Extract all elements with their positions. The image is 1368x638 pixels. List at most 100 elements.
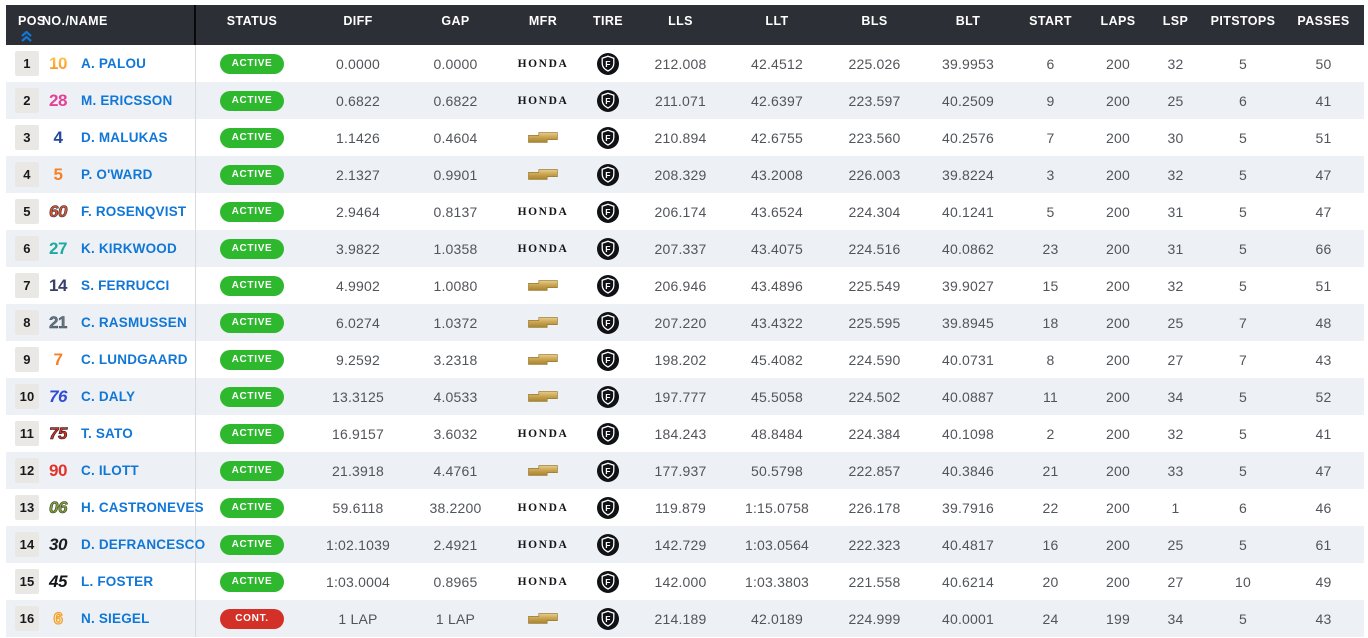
chevrolet-logo-icon bbox=[528, 169, 558, 180]
table-row[interactable]: 11 75 T. SATO ACTIVE 16.9157 3.6032 HOND… bbox=[6, 415, 1364, 452]
driver-name-link[interactable]: F. ROSENQVIST bbox=[81, 204, 187, 219]
table-row[interactable]: 15 45 L. FOSTER ACTIVE 1:03.0004 0.8965 … bbox=[6, 563, 1364, 600]
column-header-status[interactable]: STATUS bbox=[226, 14, 278, 28]
blt-value: 40.2576 bbox=[941, 129, 994, 146]
sort-ascending-icon[interactable] bbox=[20, 31, 33, 42]
table-row[interactable]: 7 14 S. FERRUCCI ACTIVE 4.9902 1.0080 F … bbox=[6, 267, 1364, 304]
timing-table: POS NO./NAME STATUS DIFF GAP MFR TIRE LL… bbox=[6, 5, 1364, 637]
table-row[interactable]: 1 10 A. PALOU ACTIVE 0.0000 0.0000 HONDA… bbox=[6, 45, 1364, 82]
table-row[interactable]: 4 5 P. O'WARD ACTIVE 2.1327 0.9901 F 208… bbox=[6, 156, 1364, 193]
table-row[interactable]: 8 21 C. RASMUSSEN ACTIVE 6.0274 1.0372 F… bbox=[6, 304, 1364, 341]
column-header-llt[interactable]: LLT bbox=[765, 14, 789, 28]
gap-value: 1.0372 bbox=[433, 314, 478, 331]
lls-value: 184.243 bbox=[654, 425, 707, 442]
blt-value: 39.8224 bbox=[941, 166, 994, 183]
column-header-laps[interactable]: LAPS bbox=[1100, 14, 1136, 28]
table-row[interactable]: 16 6 N. SIEGEL CONT. 1 LAP 1 LAP F 214.1… bbox=[6, 600, 1364, 637]
driver-name-link[interactable]: S. FERRUCCI bbox=[81, 278, 170, 293]
lsp-value: 32 bbox=[1167, 277, 1184, 294]
status-badge: ACTIVE bbox=[220, 90, 284, 111]
column-header-start[interactable]: START bbox=[1029, 14, 1072, 28]
position-badge: 2 bbox=[15, 88, 39, 113]
column-header-bls[interactable]: BLS bbox=[861, 14, 888, 28]
lsp-value: 32 bbox=[1167, 425, 1184, 442]
position-badge: 6 bbox=[15, 236, 39, 261]
column-header-lsp[interactable]: LSP bbox=[1162, 14, 1189, 28]
blt-value: 40.0862 bbox=[941, 240, 994, 257]
table-row[interactable]: 3 4 D. MALUKAS ACTIVE 1.1426 0.4604 F 21… bbox=[6, 119, 1364, 156]
column-header-tire[interactable]: TIRE bbox=[592, 14, 624, 28]
table-row[interactable]: 13 06 H. CASTRONEVES ACTIVE 59.6118 38.2… bbox=[6, 489, 1364, 526]
driver-name-link[interactable]: P. O'WARD bbox=[81, 167, 153, 182]
position-badge: 3 bbox=[15, 125, 39, 150]
manufacturer-cell bbox=[503, 317, 583, 328]
bls-value: 226.178 bbox=[848, 499, 901, 516]
chevrolet-logo-icon bbox=[528, 391, 558, 402]
column-header-passes[interactable]: PASSES bbox=[1297, 14, 1350, 28]
start-value: 15 bbox=[1042, 277, 1059, 294]
lls-value: 142.729 bbox=[654, 536, 707, 553]
driver-name-link[interactable]: H. CASTRONEVES bbox=[81, 500, 204, 515]
llt-value: 48.8484 bbox=[750, 425, 803, 442]
bls-value: 224.304 bbox=[848, 203, 901, 220]
table-row[interactable]: 9 7 C. LUNDGAARD ACTIVE 9.2592 3.2318 F … bbox=[6, 341, 1364, 378]
gap-value: 0.6822 bbox=[433, 92, 478, 109]
bls-value: 224.502 bbox=[848, 388, 901, 405]
lsp-value: 25 bbox=[1167, 314, 1184, 331]
pitstops-value: 5 bbox=[1239, 55, 1247, 72]
driver-name-link[interactable]: L. FOSTER bbox=[81, 574, 154, 589]
llt-value: 43.4075 bbox=[750, 240, 803, 257]
table-row[interactable]: 14 30 D. DEFRANCESCO ACTIVE 1:02.1039 2.… bbox=[6, 526, 1364, 563]
table-row[interactable]: 2 28 M. ERICSSON ACTIVE 0.6822 0.6822 HO… bbox=[6, 82, 1364, 119]
table-row[interactable]: 12 90 C. ILOTT ACTIVE 21.3918 4.4761 F 1… bbox=[6, 452, 1364, 489]
firestone-tire-icon: F bbox=[597, 311, 619, 334]
svg-text:F: F bbox=[605, 502, 610, 512]
llt-value: 1:03.3803 bbox=[744, 573, 810, 590]
driver-name-link[interactable]: D. DEFRANCESCO bbox=[81, 537, 206, 552]
driver-name-link[interactable]: C. ILOTT bbox=[81, 463, 139, 478]
driver-name-link[interactable]: T. SATO bbox=[81, 426, 133, 441]
driver-name-link[interactable]: K. KIRKWOOD bbox=[81, 241, 177, 256]
driver-name-link[interactable]: C. LUNDGAARD bbox=[81, 352, 188, 367]
firestone-tire-icon: F bbox=[597, 200, 619, 223]
lls-value: 211.071 bbox=[655, 92, 706, 109]
status-badge: ACTIVE bbox=[220, 460, 284, 481]
driver-name-link[interactable]: D. MALUKAS bbox=[81, 130, 168, 145]
driver-name-link[interactable]: M. ERICSSON bbox=[81, 93, 173, 108]
table-row[interactable]: 10 76 C. DALY ACTIVE 13.3125 4.0533 F 19… bbox=[6, 378, 1364, 415]
bls-value: 226.003 bbox=[848, 166, 901, 183]
passes-value: 52 bbox=[1315, 388, 1332, 405]
column-header-lls[interactable]: LLS bbox=[668, 14, 693, 28]
svg-text:F: F bbox=[605, 280, 610, 290]
table-row[interactable]: 5 60 F. ROSENQVIST ACTIVE 2.9464 0.8137 … bbox=[6, 193, 1364, 230]
bls-value: 225.595 bbox=[848, 314, 901, 331]
blt-value: 40.6214 bbox=[941, 573, 994, 590]
column-header-pos[interactable]: POS bbox=[6, 5, 45, 45]
manufacturer-cell bbox=[503, 280, 583, 291]
gap-value: 38.2200 bbox=[429, 499, 482, 516]
lls-value: 210.894 bbox=[654, 129, 707, 146]
chevrolet-logo-icon bbox=[528, 280, 558, 291]
llt-value: 45.5058 bbox=[750, 388, 803, 405]
column-header-gap[interactable]: GAP bbox=[441, 14, 470, 28]
column-header-name[interactable]: NO./NAME bbox=[42, 5, 196, 45]
column-header-blt[interactable]: BLT bbox=[955, 14, 981, 28]
pitstops-value: 7 bbox=[1239, 351, 1247, 368]
position-badge: 14 bbox=[15, 532, 39, 557]
driver-name-link[interactable]: N. SIEGEL bbox=[81, 611, 150, 626]
driver-name-link[interactable]: A. PALOU bbox=[81, 56, 147, 71]
column-header-pitstops[interactable]: PITSTOPS bbox=[1210, 14, 1276, 28]
driver-name-link[interactable]: C. DALY bbox=[81, 389, 136, 404]
passes-value: 47 bbox=[1315, 462, 1332, 479]
firestone-tire-icon: F bbox=[597, 89, 619, 112]
column-header-mfr[interactable]: MFR bbox=[528, 14, 558, 28]
driver-name-link[interactable]: C. RASMUSSEN bbox=[81, 315, 187, 330]
blt-value: 39.8945 bbox=[941, 314, 994, 331]
table-row[interactable]: 6 27 K. KIRKWOOD ACTIVE 3.9822 1.0358 HO… bbox=[6, 230, 1364, 267]
bls-value: 224.999 bbox=[848, 610, 901, 627]
bls-value: 224.516 bbox=[848, 240, 901, 257]
column-header-diff[interactable]: DIFF bbox=[343, 14, 373, 28]
passes-value: 46 bbox=[1315, 499, 1332, 516]
blt-value: 40.1241 bbox=[941, 203, 994, 220]
diff-value: 1:02.1039 bbox=[325, 536, 391, 553]
